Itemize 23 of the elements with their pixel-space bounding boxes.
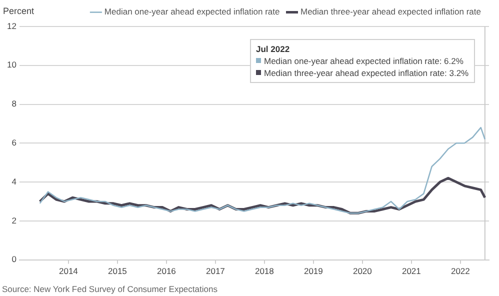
x-tick-label: 2017 bbox=[206, 266, 226, 276]
y-tick-label: 12 bbox=[6, 20, 17, 31]
x-tick-label: 2015 bbox=[108, 266, 128, 276]
x-tick-label: 2019 bbox=[304, 266, 324, 276]
y-tick-label: 2 bbox=[12, 215, 17, 226]
x-tick-label: 2016 bbox=[156, 266, 176, 276]
x-tick-label: 2021 bbox=[402, 266, 422, 276]
y-axis-title: Percent bbox=[3, 6, 35, 16]
y-tick-label: 10 bbox=[6, 60, 17, 70]
y-tick-label: 0 bbox=[12, 254, 17, 264]
x-tick-label: 2022 bbox=[450, 266, 470, 276]
x-tick-label: 2014 bbox=[58, 266, 78, 276]
x-tick-label: 2018 bbox=[254, 266, 274, 276]
legend-label: Median one-year ahead expected inflation rate bbox=[104, 6, 280, 17]
annotation: Median three-year ahead expected inflation rate: 3.2% bbox=[264, 68, 469, 78]
annotation: Jul 2022 bbox=[256, 42, 291, 54]
y-tick-label: 6 bbox=[12, 137, 17, 148]
source-note: Source: New York Fed Survey of Consumer Expectations bbox=[2, 284, 218, 294]
annotation: Median one-year ahead expected inflation rate: 6.2% bbox=[264, 56, 464, 66]
y-tick-label: 4 bbox=[12, 176, 17, 186]
legend-label: Median three-year ahead expected inflation rate bbox=[300, 6, 482, 17]
x-tick-label: 2020 bbox=[352, 266, 372, 276]
y-tick-label: 8 bbox=[12, 98, 17, 109]
